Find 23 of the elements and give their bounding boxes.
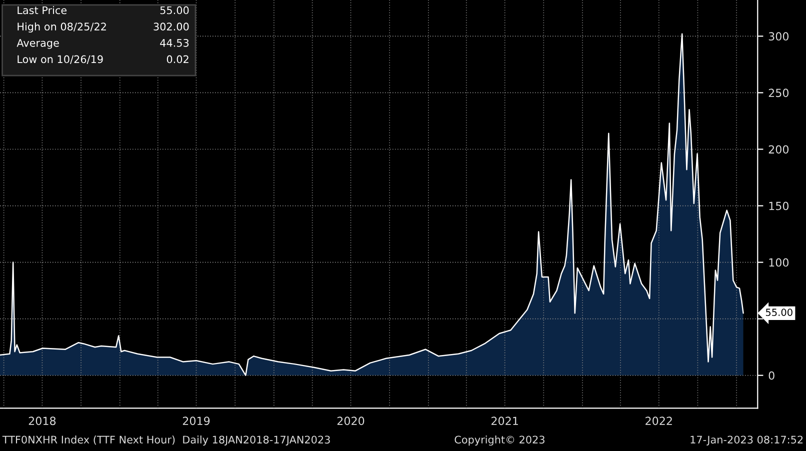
y-tick-label: 300 bbox=[768, 32, 789, 41]
annotation: Last Price bbox=[18, 6, 67, 14]
x-tick-label: 2020 bbox=[337, 416, 364, 426]
x-tick-label: 2019 bbox=[182, 416, 210, 426]
y-tick-label: 100 bbox=[769, 258, 789, 267]
annotation: Average bbox=[16, 39, 59, 49]
text: Copyright© 2023 bbox=[454, 436, 544, 446]
y-tick-label: 0 bbox=[768, 371, 774, 380]
x-tick-label: 2022 bbox=[646, 416, 672, 426]
x-tick-label: 2021 bbox=[491, 416, 518, 426]
annotation: Low on 10/26/19 bbox=[18, 55, 103, 64]
text: TTF0NXHR Index (TTF Next Hour) Daily 18JAN2018-17JAN2023 bbox=[2, 436, 330, 446]
y-tick-label: 200 bbox=[768, 145, 789, 154]
annotation: 44.53 bbox=[160, 38, 189, 47]
y-tick-label: 150 bbox=[769, 202, 789, 210]
y-tick-label: 250 bbox=[768, 88, 789, 98]
text: 17-Jan-2023 08:17:52 bbox=[690, 436, 803, 446]
x-tick-label: 2018 bbox=[28, 416, 56, 426]
annotation: 0.02 bbox=[166, 55, 188, 64]
annotation: High on 08/25/22 bbox=[18, 22, 106, 33]
annotation: 302.00 bbox=[154, 22, 189, 31]
annotation: 55.00 bbox=[766, 308, 792, 316]
annotation: 55.00 bbox=[160, 6, 189, 14]
